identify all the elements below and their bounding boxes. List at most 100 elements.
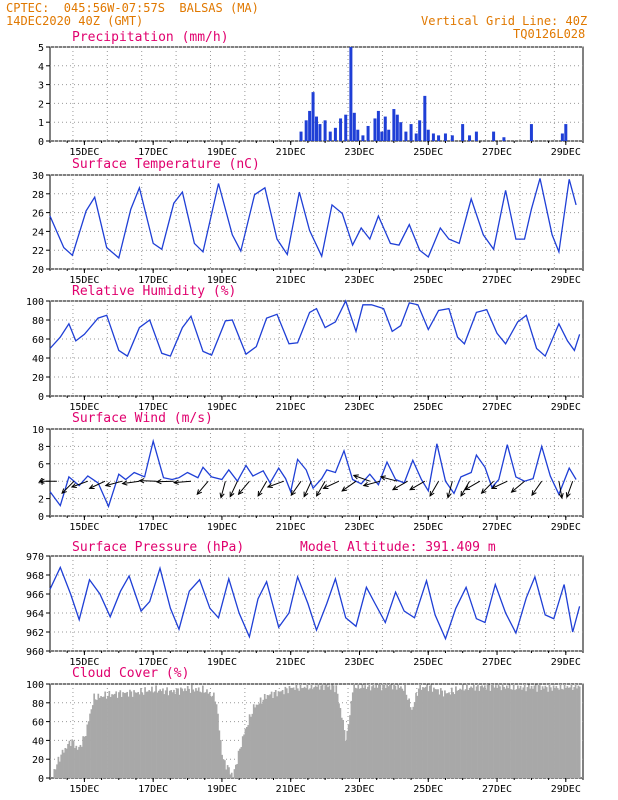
cloud-bar (259, 697, 262, 778)
cloud-bar (116, 697, 119, 778)
wind-arrow (380, 476, 398, 482)
cloud-bar (140, 687, 142, 778)
cloud-bar (184, 688, 186, 778)
cloud-bar (142, 694, 145, 778)
cloud-bar (83, 736, 86, 778)
precip-bar (443, 133, 447, 141)
precip-bar (560, 133, 564, 141)
precip-bar (383, 116, 387, 141)
cloud-bar (145, 691, 148, 778)
cloud-bar (463, 690, 466, 778)
cloud-bar (340, 717, 343, 778)
cloud-bar (170, 690, 173, 778)
cloud-bar (485, 689, 488, 778)
cloud-bar (413, 702, 416, 778)
cloud-bar (444, 690, 446, 778)
y-tick-label: 60 (32, 718, 44, 729)
y-tick-label: 20 (32, 755, 44, 766)
wind-arrow-head (104, 481, 111, 488)
cloud-bar (177, 688, 179, 778)
cloud-bar (488, 684, 490, 778)
cloud-bar (570, 684, 573, 778)
cloud-bar (562, 689, 565, 778)
cloud-bar (181, 688, 184, 778)
cloud-bar (329, 689, 332, 778)
cloud-bar (61, 749, 64, 778)
cloud-bar (533, 685, 536, 778)
cloud-bar (90, 709, 93, 778)
cloud-bar (433, 687, 435, 778)
cloud-bar (534, 684, 537, 778)
wind-arrow (409, 480, 426, 491)
wind-arrow-head (88, 484, 95, 489)
precip-bar (387, 129, 391, 141)
cloud-bar (151, 686, 153, 778)
y-tick-label: 60 (32, 335, 44, 346)
wind-arrow-head (490, 484, 497, 489)
cloud-bar (120, 696, 123, 778)
x-tick-label: 29DEC (551, 147, 581, 158)
cloud-bar (225, 769, 228, 778)
x-tick-label: 19DEC (207, 657, 237, 668)
cloud-bar (104, 691, 107, 778)
precip-bar (409, 124, 413, 141)
panel-title: Precipitation (mm/h) (72, 30, 229, 45)
cloud-bar (133, 690, 135, 778)
cloud-bar (182, 691, 185, 778)
cloud-bar (80, 746, 83, 778)
wind-arrow-head (352, 474, 359, 480)
cloud-bar (571, 689, 574, 778)
cloud-bar (420, 689, 423, 778)
cloud-bar (255, 704, 258, 778)
cloud-bar (212, 692, 215, 778)
cloud-bar (376, 687, 379, 778)
x-tick-label: 15DEC (69, 402, 99, 413)
x-tick-label: 23DEC (344, 275, 374, 286)
cloud-bar (291, 687, 294, 778)
cloud-bar (434, 689, 437, 778)
cloud-bar (479, 686, 482, 778)
cloud-bar (541, 686, 544, 778)
wind-arrow (122, 480, 140, 485)
wind-arrow (220, 481, 226, 498)
cloud-bar (552, 685, 555, 778)
cloud-bar (105, 698, 108, 778)
precip-bar (502, 137, 506, 141)
y-tick-label: 968 (26, 571, 44, 582)
cloud-bar (327, 687, 329, 778)
wind-arrow (363, 480, 381, 487)
cloud-bar (263, 693, 266, 778)
cloud-bar (384, 688, 387, 778)
cloud-bar (578, 686, 581, 778)
x-tick-label: 25DEC (413, 522, 443, 533)
cloud-bar (210, 696, 212, 778)
cloud-bar (499, 686, 501, 778)
cloud-bar (449, 694, 452, 778)
y-tick-label: 4 (38, 477, 44, 488)
wind-arrow-head (446, 492, 452, 499)
cloud-bar (159, 689, 162, 778)
cloud-bar (296, 688, 299, 778)
cloud-bar (115, 691, 118, 778)
cloud-bar (365, 688, 368, 778)
cloud-bar (197, 687, 200, 778)
cloud-bar (134, 692, 137, 778)
x-tick-label: 15DEC (69, 784, 99, 795)
cloud-bar (146, 691, 149, 778)
x-tick-label: 21DEC (276, 275, 306, 286)
cloud-bar (131, 696, 134, 778)
cloud-bar (135, 692, 138, 778)
cloud-bar (518, 688, 521, 778)
precip-bar (392, 109, 396, 141)
cloud-bar (290, 687, 292, 778)
cloud-bar (162, 688, 164, 778)
cloud-bar (257, 704, 259, 778)
cloud-bar (124, 692, 127, 778)
x-tick-label: 21DEC (276, 784, 306, 795)
cloud-bar (445, 693, 448, 778)
cloud-bar (281, 690, 284, 778)
cloud-bar (237, 750, 240, 778)
cloud-bar (96, 700, 98, 778)
cloud-bar (123, 692, 126, 778)
